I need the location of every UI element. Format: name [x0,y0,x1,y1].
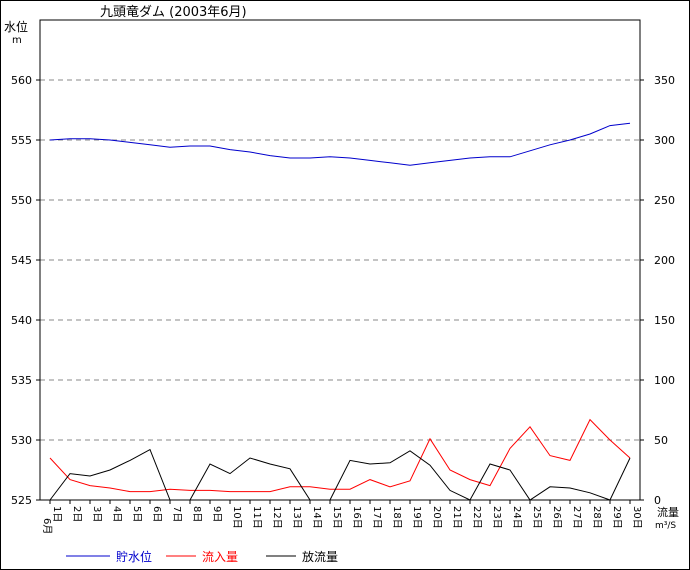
x-tick-label: 9日 [211,506,222,522]
x-tick-label: 29日 [611,506,622,529]
x-tick-label: 28日 [591,506,602,529]
x-tick-label: 18日 [391,506,402,529]
x-tick-labels: 1日 2日 3日 4日 5日 6日 7日 8日 9日 10日 11日 12日 13日 14日 15日 16日 1… [41,506,642,534]
left-axis-label-name: 水位 [4,19,28,34]
right-tick-label: 150 [654,314,675,327]
x-tick-label: 27日 [571,506,582,529]
legend: 貯水位 流入量 放流量 [66,549,338,564]
series-line-0 [49,122,631,166]
x-tick-label: 3日 [91,506,102,522]
x-tick-label: 4日 [111,506,122,522]
x-tick-label: 30日 [631,506,642,529]
chart-title: 九頭竜ダム (2003年6月) [100,5,247,20]
left-tick-labels: 525 530 535 540 545 550 555 560 [11,74,32,507]
left-tick-label: 535 [11,374,32,387]
x-tick-label: 8日 [191,506,202,522]
right-tick-label: 0 [654,494,661,507]
legend-label-storage-level: 貯水位 [116,549,152,564]
right-axis-label-unit: m³/S [655,521,676,531]
legend-item-inflow: 流入量 [166,550,238,564]
right-tick-label: 300 [654,134,675,147]
x-tick-label: 24日 [511,506,522,529]
series-line-2 [49,448,631,501]
right-tick-label: 200 [654,254,675,267]
left-tick-label: 530 [11,434,32,447]
right-tick-label: 100 [654,374,675,387]
legend-label-inflow: 流入量 [202,550,238,564]
right-tick-label: 50 [654,434,668,447]
x-tick-label: 20日 [431,506,442,529]
right-axis-label-name: 流量 [657,505,679,519]
x-tick-label: 1日 [51,506,62,522]
x-tick-label: 12日 [271,506,282,529]
x-tick-label: 14日 [311,506,322,529]
x-tick-label: 11日 [251,506,262,529]
grid-lines [40,79,640,441]
legend-item-outflow: 放流量 [266,549,338,564]
left-axis-label-unit: m [12,35,22,46]
left-tick-label: 550 [11,194,32,207]
x-tick-label: 21日 [451,506,462,529]
x-tick-label: 7日 [171,506,182,522]
left-tick-label: 555 [11,134,32,147]
x-tick-label: 5日 [131,506,142,522]
x-tick-label: 17日 [371,506,382,529]
x-tick-label: 13日 [291,506,302,529]
left-tick-label: 545 [11,254,32,267]
series-lines [49,122,631,501]
x-tick-label: 22日 [471,506,482,529]
series-line-1 [49,418,631,493]
x-month-label: 6月 [41,518,53,534]
x-tick-label: 10日 [231,506,242,529]
left-tick-label: 560 [11,74,32,87]
x-tick-label: 19日 [411,506,422,529]
x-tick-label: 25日 [531,506,542,529]
legend-label-outflow: 放流量 [302,549,338,564]
right-tick-label: 350 [654,74,675,87]
x-tick-label: 26日 [551,506,562,529]
x-tick-label: 6日 [151,506,162,522]
right-tick-labels: 0 50 100 150 200 250 300 350 [654,74,675,507]
x-tick-label: 16日 [351,506,362,529]
axes [36,19,644,504]
left-tick-label: 540 [11,314,32,327]
left-tick-label: 525 [11,494,32,507]
right-tick-label: 250 [654,194,675,207]
legend-item-storage-level: 貯水位 [66,549,152,564]
x-tick-label: 23日 [491,506,502,529]
x-tick-label: 15日 [331,506,342,529]
x-tick-label: 2日 [71,506,82,522]
